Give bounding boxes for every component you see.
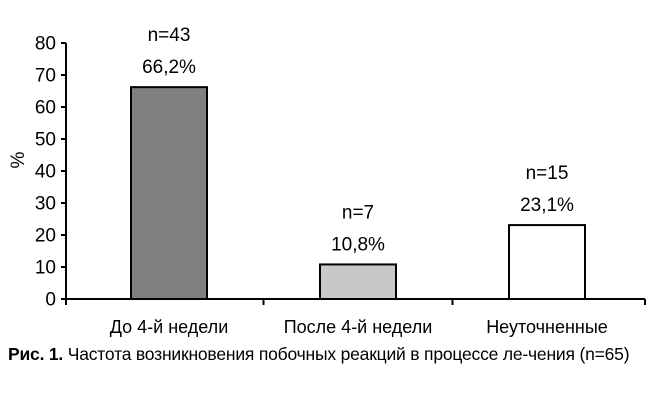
- chart-bars: [130, 86, 586, 301]
- bar: [508, 224, 586, 300]
- bar-count-label: n=43: [148, 25, 191, 46]
- y-tick-label: 70: [35, 66, 56, 87]
- figure-caption-label: Рис. 1.: [8, 344, 64, 364]
- y-tick-label: 20: [35, 226, 56, 247]
- y-axis-label: %: [8, 151, 29, 168]
- bar: [130, 86, 208, 300]
- y-tick-label: 10: [35, 258, 56, 279]
- bar-percent-label: 23,1%: [520, 195, 574, 216]
- x-category-label: После 4-й недели: [284, 317, 433, 337]
- bar: [319, 263, 397, 301]
- bar-chart: 0 10 20 30 40 50 60 70 80% 66,2% n=43 До 4-й недел…: [8, 25, 646, 337]
- chart-axes: 0 10 20 30 40 50 60 70 80%: [8, 34, 646, 311]
- bar-percent-label: 66,2%: [142, 57, 196, 78]
- bar-percent-label: 10,8%: [331, 234, 385, 255]
- figure-caption-text: Частота возникновения побочных реакций в…: [63, 344, 630, 364]
- y-tick-label: 40: [35, 162, 56, 183]
- y-tick-label: 80: [35, 34, 56, 55]
- chart-labels: 66,2% n=43 До 4-й недели 10,8% n=7 После 4-й …: [110, 25, 608, 337]
- y-tick-label: 60: [35, 98, 56, 119]
- figure-caption: Рис. 1. Частота возникновения побочных р…: [8, 343, 648, 365]
- y-tick-label: 30: [35, 194, 56, 215]
- bar-count-label: n=15: [526, 163, 569, 184]
- bar-count-label: n=7: [342, 202, 374, 223]
- x-category-label: Неуточненные: [486, 317, 608, 337]
- y-tick-label: 50: [35, 130, 56, 151]
- y-tick-label: 0: [45, 290, 56, 311]
- x-category-label: До 4-й недели: [110, 317, 229, 337]
